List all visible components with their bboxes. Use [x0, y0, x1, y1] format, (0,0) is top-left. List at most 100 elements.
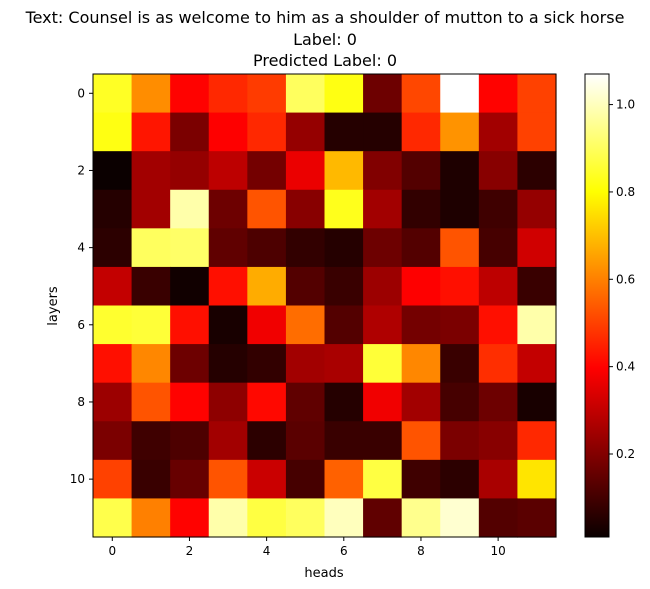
heatmap-cell: [170, 498, 210, 538]
heatmap-cell: [247, 421, 287, 461]
colorbar: [584, 73, 610, 538]
y-tick-label: 8: [77, 395, 85, 409]
x-axis: 0 2 4 6 8 10: [108, 537, 506, 558]
heatmap-cell: [208, 112, 248, 152]
heatmap-cell: [285, 305, 326, 345]
heatmap-cell: [285, 382, 326, 422]
heatmap-cell: [517, 189, 557, 229]
heatmap-cell: [208, 151, 248, 191]
heatmap-cell: [285, 266, 326, 307]
heatmap-cell: [324, 344, 364, 384]
heatmap-cell: [208, 421, 248, 461]
heatmap-cell: [208, 228, 248, 268]
heatmap-cell: [93, 305, 133, 345]
heatmap-cell: [440, 151, 480, 191]
heatmap-cell: [131, 112, 171, 152]
heatmap-cell: [478, 382, 519, 422]
heatmap-cell: [324, 228, 364, 268]
heatmap-cell: [93, 151, 133, 191]
heatmap-cell: [93, 266, 133, 307]
heatmap-cell: [517, 266, 557, 307]
heatmap-cell: [208, 305, 248, 345]
x-axis-label: heads: [304, 566, 343, 581]
heatmap-cell: [93, 498, 133, 538]
heatmap-cell: [208, 459, 248, 500]
heatmap-cell: [93, 382, 133, 422]
heatmap-cell: [324, 421, 364, 461]
heatmap-cell: [440, 74, 480, 114]
heatmap-cell: [517, 382, 557, 422]
heatmap-cell: [401, 112, 441, 152]
heatmap-cell: [285, 74, 326, 114]
heatmap-cell: [478, 189, 519, 229]
heatmap-cell: [285, 228, 326, 268]
heatmap-cell: [324, 498, 364, 538]
heatmap-cell: [401, 151, 441, 191]
heatmap-cell: [247, 266, 287, 307]
heatmap-cell: [208, 382, 248, 422]
heatmap-cell: [131, 498, 171, 538]
heatmap-cell: [324, 459, 364, 500]
heatmap-cell: [131, 421, 171, 461]
heatmap-cell: [363, 151, 403, 191]
heatmap-cell: [170, 151, 210, 191]
heatmap-cell: [401, 421, 441, 461]
heatmap-cell: [363, 74, 403, 114]
heatmap-cell: [208, 498, 248, 538]
heatmap-cell: [170, 344, 210, 384]
heatmap-cell: [401, 344, 441, 384]
heatmap-cell: [401, 498, 441, 538]
heatmap-cell: [285, 498, 326, 538]
heatmap-cell: [440, 189, 480, 229]
heatmap-cell: [324, 151, 364, 191]
heatmap-cell: [285, 151, 326, 191]
heatmap-cell: [93, 74, 133, 114]
heatmap-cell: [170, 266, 210, 307]
heatmap-cell: [440, 266, 480, 307]
y-axis: 0 2 4 6 8 10: [70, 86, 93, 486]
colorbar-axis: 0.2 0.4 0.6 0.8 1.0: [609, 98, 635, 461]
heatmap-cell: [208, 74, 248, 114]
heatmap-cell: [131, 305, 171, 345]
colorbar-tick-label: 0.2: [616, 447, 635, 461]
heatmap-cell: [440, 382, 480, 422]
heatmap-cell: [208, 189, 248, 229]
heatmap-cell: [247, 459, 287, 500]
heatmap-cell: [93, 112, 133, 152]
heatmap-cell: [285, 112, 326, 152]
heatmap-cell: [440, 305, 480, 345]
heatmap-cell: [401, 305, 441, 345]
heatmap-cell: [517, 151, 557, 191]
heatmap-cell: [131, 228, 171, 268]
heatmap-cell: [440, 344, 480, 384]
heatmap-cell: [478, 459, 519, 500]
heatmap-cell: [170, 189, 210, 229]
heatmap-cell: [285, 344, 326, 384]
heatmap-cell: [324, 305, 364, 345]
heatmap-cell: [93, 421, 133, 461]
heatmap-cell: [285, 459, 326, 500]
y-tick-label: 0: [77, 86, 85, 100]
heatmap-cell: [93, 344, 133, 384]
heatmap-cell: [440, 421, 480, 461]
plot-frame: [92, 73, 557, 538]
y-axis-label: layers: [46, 286, 61, 326]
x-tick-label: 8: [417, 544, 425, 558]
heatmap-cell: [247, 112, 287, 152]
heatmap-cell: [517, 421, 557, 461]
heatmap-cell: [131, 459, 171, 500]
heatmap-cell: [247, 344, 287, 384]
x-tick-label: 0: [108, 544, 116, 558]
heatmap-cell: [363, 382, 403, 422]
heatmap-cell: [247, 382, 287, 422]
heatmap-cell: [131, 189, 171, 229]
heatmap-cell: [324, 112, 364, 152]
heatmap-cell: [324, 189, 364, 229]
heatmap-cell: [478, 228, 519, 268]
heatmap-cell: [93, 189, 133, 229]
heatmap-cell: [401, 459, 441, 500]
heatmap-cell: [131, 74, 171, 114]
heatmap-cell: [131, 266, 171, 307]
title-label: Label: 0: [293, 30, 357, 49]
